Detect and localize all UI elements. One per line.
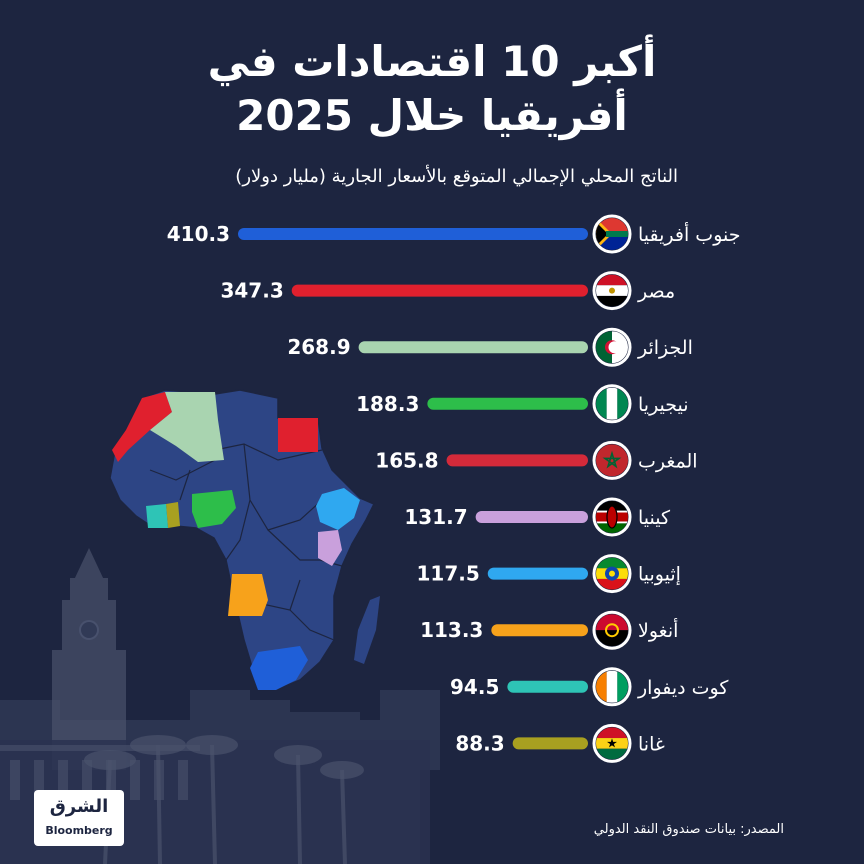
egypt-region — [278, 418, 318, 452]
morocco-region — [112, 392, 172, 462]
egypt-flag-icon — [592, 271, 632, 311]
bar-row: 347.3 مصر — [220, 271, 675, 311]
bar-value-label: 410.3 — [167, 222, 230, 246]
source-note: المصدر: بيانات صندوق النقد الدولي — [593, 822, 784, 837]
category-label: أنغولا — [638, 618, 678, 642]
ethiopia-region — [316, 488, 360, 530]
asharq-bloomberg-logo: الشرق Bloomberg — [34, 790, 124, 846]
bar-value-label: 94.5 — [450, 675, 499, 699]
bar — [491, 624, 588, 637]
bar — [475, 511, 588, 523]
algeria-flag-icon — [592, 327, 632, 367]
bar-value-label: 131.7 — [404, 505, 467, 529]
chart-subtitle: الناتج المحلي الإجمالي المتوقع بالأسعار … — [235, 166, 678, 187]
nigeria-flag-icon — [592, 384, 632, 424]
logo-english: Bloomberg — [45, 824, 113, 837]
category-label: الجزائر — [637, 337, 693, 359]
ghana-region — [166, 502, 180, 528]
kenya-flag-icon — [592, 497, 632, 537]
bar — [238, 228, 588, 240]
bar — [446, 454, 588, 467]
bar-row: 113.3 أنغولا — [420, 610, 678, 650]
bar-value-label: 113.3 — [420, 618, 483, 642]
bar — [427, 397, 588, 410]
bar — [358, 341, 588, 354]
category-label: إثيوبيا — [638, 564, 681, 587]
bar-row: 410.3 جنوب أفريقيا — [167, 214, 741, 254]
bar-row: 268.9 الجزائر — [287, 327, 693, 367]
angola-region — [228, 574, 268, 616]
kenya-region — [318, 530, 342, 566]
bar-row: 117.5 إثيوبيا — [417, 554, 681, 594]
nigeria-region — [192, 490, 236, 528]
ethiopia-flag-icon — [592, 554, 632, 594]
south-africa-flag-icon — [592, 214, 632, 254]
bar-row: 88.3 غانا — [455, 723, 665, 763]
bar-value-label: 117.5 — [417, 562, 480, 586]
morocco-flag-icon — [592, 440, 632, 480]
bar-value-label: 347.3 — [220, 279, 283, 303]
south-africa-region — [250, 646, 308, 690]
bar-row: 188.3 نيجيريا — [356, 384, 689, 424]
category-label: كينيا — [638, 507, 671, 529]
bar-row: 165.8 المغرب — [375, 440, 698, 480]
angola-flag-icon — [592, 610, 632, 650]
category-label: غانا — [638, 733, 665, 755]
algeria-region — [150, 392, 224, 462]
ghana-flag-icon — [592, 723, 632, 763]
madagascar — [354, 596, 380, 664]
category-label: كوت ديفوار — [637, 677, 729, 699]
bar-value-label: 188.3 — [356, 392, 419, 416]
bar — [487, 567, 588, 580]
category-label: نيجيريا — [638, 394, 689, 416]
bar — [512, 737, 588, 750]
bar-value-label: 268.9 — [287, 335, 350, 359]
bar — [291, 284, 588, 297]
category-label: المغرب — [638, 450, 698, 472]
bar — [507, 680, 588, 693]
logo-arabic: الشرق — [49, 796, 109, 817]
bar-row: 131.7 كينيا — [404, 497, 671, 537]
bar-value-label: 88.3 — [455, 731, 504, 755]
category-label: جنوب أفريقيا — [638, 222, 741, 246]
title-line-2: أفريقيا خلال 2025 — [236, 91, 628, 140]
cote-divoire-region — [146, 504, 168, 528]
bar-value-label: 165.8 — [375, 448, 438, 472]
bar-row: 94.5 كوت ديفوار — [450, 667, 729, 707]
title-line-1: أكبر 10 اقتصادات في — [207, 37, 657, 86]
cote-divoire-flag-icon — [592, 667, 632, 707]
category-label: مصر — [637, 281, 675, 303]
